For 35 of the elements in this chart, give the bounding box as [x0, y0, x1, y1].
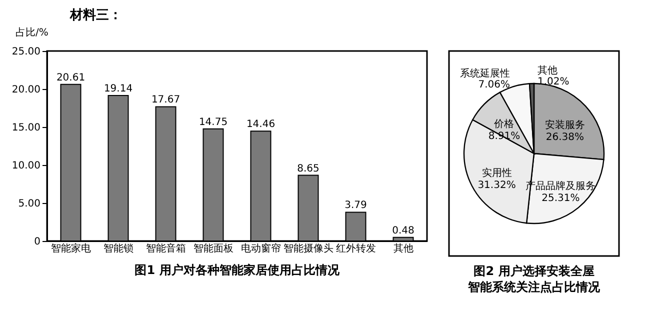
- data-label: 0.48: [392, 225, 414, 236]
- slice-label: 其他: [538, 64, 558, 77]
- x-tick-label: 智能面板: [193, 242, 234, 254]
- slice-label: 价格: [493, 118, 514, 130]
- slice-label: 安装服务: [544, 119, 585, 132]
- data-label: 8.65: [297, 163, 320, 174]
- x-tick-label: 智能音箱: [146, 242, 186, 254]
- y-tick-label: 15.00: [12, 122, 40, 134]
- data-label: 3.79: [344, 200, 367, 212]
- data-label: 25.31%: [542, 192, 580, 204]
- text: 图1 用户对各种智能家居使用占比情况: [134, 263, 340, 277]
- y-axis-title: 占比/%: [16, 26, 48, 38]
- data-label: 14.46: [246, 119, 276, 130]
- y-tick-label: 10.00: [12, 160, 40, 172]
- data-label: 7.06%: [478, 80, 510, 91]
- text: 材料三：: [68, 7, 123, 24]
- data-label: 19.14: [104, 84, 133, 95]
- x-tick-label: 智能家电: [50, 242, 91, 254]
- x-tick-label: 其他: [393, 242, 414, 254]
- y-tick-label: 5.00: [18, 198, 40, 210]
- x-tick-label: 红外转发: [336, 242, 376, 254]
- x-tick-label: 电动窗帘: [240, 242, 281, 254]
- data-label: 31.32%: [478, 180, 516, 191]
- x-tick-label: 智能摄像头: [283, 242, 334, 254]
- data-label: 26.38%: [546, 132, 584, 144]
- data-label: 17.67: [151, 94, 180, 106]
- y-tick-label: 25.00: [12, 46, 40, 58]
- slice-label: 实用性: [482, 166, 512, 179]
- data-label: 20.61: [56, 72, 86, 84]
- data-label: 14.75: [198, 116, 228, 128]
- x-tick-label: 智能锁: [103, 242, 134, 254]
- slice-label: 系统延展性: [460, 68, 510, 80]
- y-tick-label: 0: [34, 236, 40, 248]
- y-tick-label: 20.00: [12, 84, 40, 96]
- text: 图2 用户选择安装全屋智能系统关注点占比情况: [467, 264, 601, 294]
